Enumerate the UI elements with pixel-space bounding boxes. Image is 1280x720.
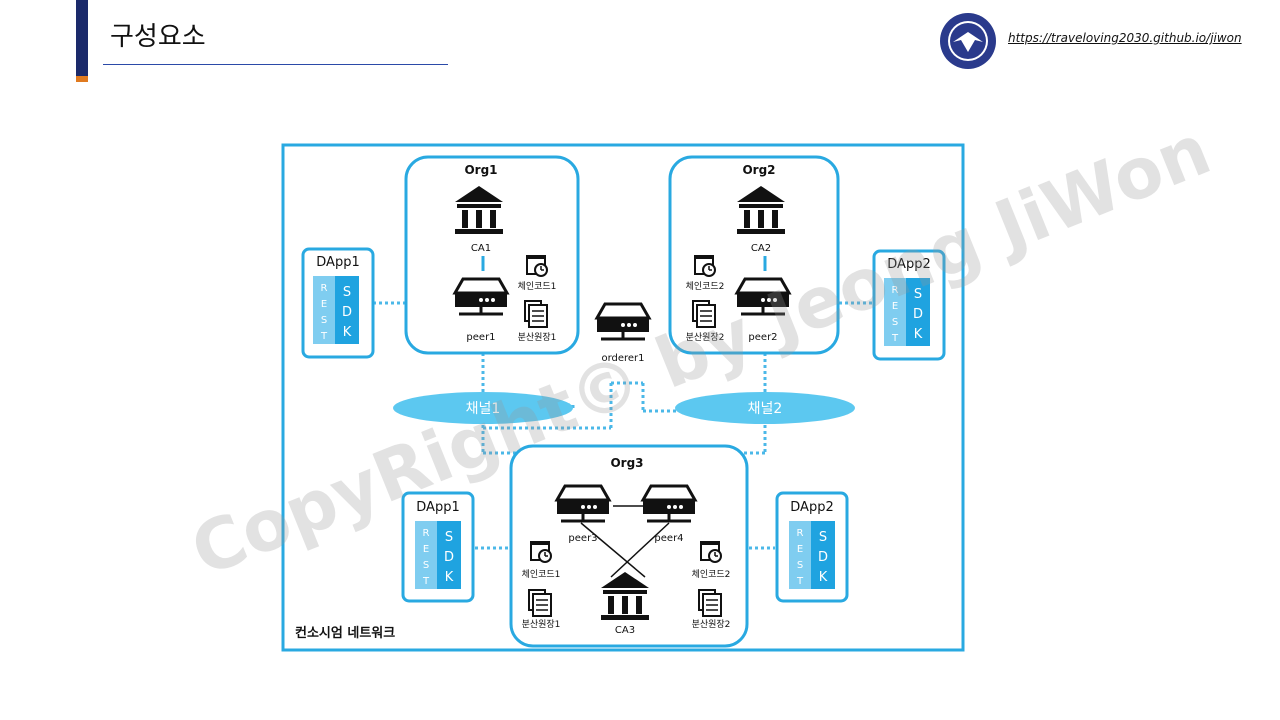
org1-title: Org1 bbox=[464, 163, 497, 177]
org2-ledger-label: 분산원장2 bbox=[686, 332, 725, 343]
org3-chaincode1-label: 체인코드1 bbox=[522, 569, 561, 580]
org3-ledger1-label: 분산원장1 bbox=[522, 619, 561, 630]
svg-text:K: K bbox=[445, 570, 454, 585]
org1-chaincode-icon bbox=[526, 255, 548, 277]
org3-ca-label: CA3 bbox=[615, 625, 635, 636]
svg-text:T: T bbox=[796, 576, 804, 587]
svg-text:R: R bbox=[423, 528, 430, 539]
dapp2-top-title: DApp2 bbox=[887, 257, 930, 272]
svg-text:D: D bbox=[444, 550, 454, 565]
org2-chaincode-icon bbox=[694, 255, 716, 277]
peer4-label: peer4 bbox=[654, 533, 683, 544]
svg-text:K: K bbox=[914, 327, 923, 342]
svg-text:D: D bbox=[342, 305, 352, 320]
peer1-label: peer1 bbox=[466, 332, 495, 343]
svg-text:T: T bbox=[320, 331, 328, 342]
org3-ledger1-icon bbox=[528, 589, 552, 617]
svg-text:S: S bbox=[892, 317, 898, 328]
channel1-label: 채널1 bbox=[466, 401, 501, 417]
peer3-label: peer3 bbox=[568, 533, 597, 544]
svg-text:R: R bbox=[892, 285, 899, 296]
dapp1-top-title: DApp1 bbox=[316, 255, 359, 270]
dapp2-bottom-title: DApp2 bbox=[790, 500, 833, 515]
svg-text:K: K bbox=[819, 570, 828, 585]
org2-ledger-icon bbox=[692, 300, 716, 328]
org3-title: Org3 bbox=[610, 456, 643, 470]
org2-title: Org2 bbox=[742, 163, 775, 177]
svg-text:D: D bbox=[913, 307, 923, 322]
org2-chaincode-label: 체인코드2 bbox=[686, 281, 725, 292]
dapp1-bottom-title: DApp1 bbox=[416, 500, 459, 515]
svg-text:D: D bbox=[818, 550, 828, 565]
svg-text:S: S bbox=[445, 530, 453, 545]
org3-links bbox=[580, 505, 670, 578]
svg-text:R: R bbox=[321, 283, 328, 294]
title-underline bbox=[103, 64, 448, 65]
consortium-network-label: 컨소시엄 네트워크 bbox=[295, 625, 395, 641]
svg-text:S: S bbox=[914, 287, 922, 302]
orderer-label: orderer1 bbox=[601, 353, 644, 364]
svg-text:S: S bbox=[423, 560, 429, 571]
svg-text:R: R bbox=[797, 528, 804, 539]
svg-text:S: S bbox=[343, 285, 351, 300]
network-diagram: Org1 CA1 peer1 체인코드1 분산원장1 Org2 CA2 peer… bbox=[281, 143, 965, 652]
org2-ca-label: CA2 bbox=[751, 243, 771, 254]
org3-chaincode2-label: 체인코드2 bbox=[692, 569, 731, 580]
peer2-label: peer2 bbox=[748, 332, 777, 343]
org1-chaincode-label: 체인코드1 bbox=[518, 281, 557, 292]
channel1-ellipse bbox=[393, 392, 573, 424]
svg-text:T: T bbox=[422, 576, 430, 587]
svg-text:E: E bbox=[797, 544, 803, 555]
svg-text:S: S bbox=[797, 560, 803, 571]
svg-text:E: E bbox=[892, 301, 898, 312]
org3-ledger2-icon bbox=[698, 589, 722, 617]
university-logo-icon bbox=[940, 13, 996, 69]
svg-text:S: S bbox=[819, 530, 827, 545]
channel2-label: 채널2 bbox=[748, 401, 783, 417]
org1-ledger-label: 분산원장1 bbox=[518, 332, 557, 343]
svg-text:S: S bbox=[321, 315, 327, 326]
svg-text:E: E bbox=[321, 299, 327, 310]
title-accent-tip bbox=[76, 76, 88, 82]
org3-chaincode1-icon bbox=[530, 541, 552, 563]
org1-ca-label: CA1 bbox=[471, 243, 491, 254]
svg-text:E: E bbox=[423, 544, 429, 555]
svg-text:T: T bbox=[891, 333, 899, 344]
channel2-ellipse bbox=[675, 392, 855, 424]
svg-text:K: K bbox=[343, 325, 352, 340]
title-accent-bar bbox=[76, 0, 88, 76]
header-url-link[interactable]: https://traveloving2030.github.io/jiwon bbox=[1008, 31, 1242, 45]
slide-title: 구성요소 bbox=[110, 22, 206, 52]
org3-chaincode2-icon bbox=[700, 541, 722, 563]
org3-ledger2-label: 분산원장2 bbox=[692, 619, 731, 630]
org1-ledger-icon bbox=[524, 300, 548, 328]
org1-box bbox=[404, 155, 580, 355]
